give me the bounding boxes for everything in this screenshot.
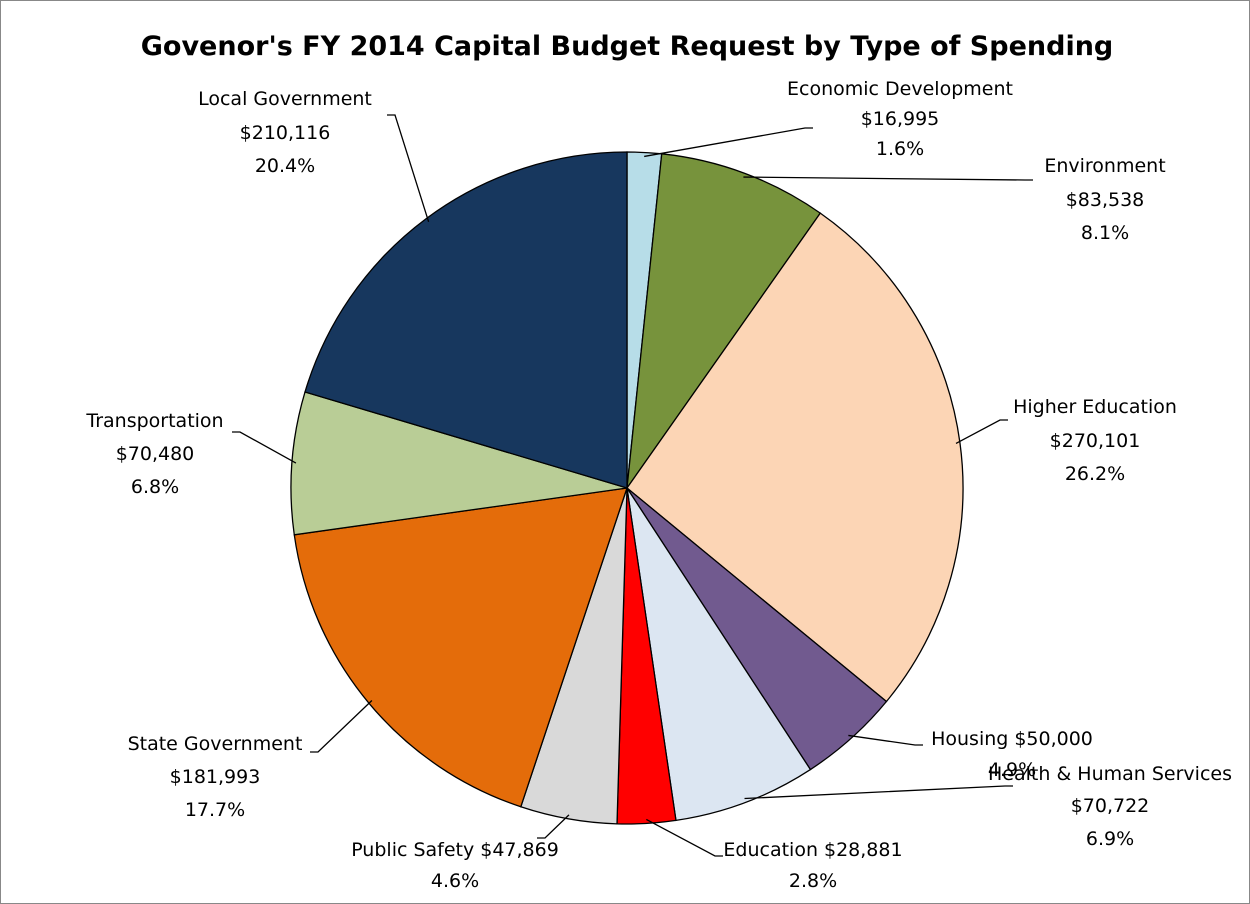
percent-label: 2.8% [789,870,837,892]
data-label: Transportation $70,480 6.8% [85,410,223,498]
category-label: Environment [1044,155,1165,177]
value-label: $181,993 [170,766,261,788]
percent-label: 17.7% [185,799,245,821]
percent-label: 8.1% [1081,222,1129,244]
value-label: $28,881 [824,839,903,861]
pie-slice [626,487,812,822]
leader-line [310,699,373,753]
value-label: $47,869 [480,839,559,861]
percent-label: 26.2% [1065,463,1125,485]
category-label: Education [723,839,818,861]
value-label: $70,480 [116,443,195,465]
category-label: State Government [128,733,303,755]
value-label: $70,722 [1071,795,1150,817]
leader-line [644,127,813,158]
percent-label: 1.6% [876,138,924,160]
category-label: Housing [931,728,1008,750]
data-label: Health & Human Services $70,722 6.9% [988,763,1232,850]
category-label: Higher Education [1013,396,1177,418]
data-label: Higher Education $270,101 26.2% [1013,396,1177,485]
category-label: Economic Development [787,78,1013,100]
value-label: $210,116 [240,122,331,144]
data-label: Environment $83,538 8.1% [1044,155,1165,244]
leader-line [848,734,923,746]
chart-title: Govenor's FY 2014 Capital Budget Request… [141,31,1114,62]
category-label: Health & Human Services [988,763,1232,785]
leader-line [232,431,297,464]
percent-label: 20.4% [255,155,315,177]
data-label: Education $28,881 2.8% [723,839,902,892]
pie-slice [290,391,628,536]
leader-line [387,114,430,222]
category-label: Public Safety [351,839,474,861]
data-label: Housing $50,000 4.9% [931,728,1093,781]
percent-label: 6.9% [1086,828,1134,850]
value-label: $16,995 [861,108,940,130]
data-label: Local Government $210,116 20.4% [198,88,372,177]
percent-label: 6.8% [131,476,179,498]
pie-slice [626,153,822,491]
value-label: $270,101 [1050,430,1141,452]
category-label: Transportation [85,410,223,432]
data-label: Public Safety $47,869 4.6% [351,839,559,892]
value-label: $50,000 [1014,728,1093,750]
leader-line [646,818,723,857]
leader-line [955,419,1008,445]
data-label: Economic Development $16,995 1.6% [787,78,1013,160]
data-label: State Government $181,993 17.7% [128,733,303,821]
pie-slice [304,151,628,489]
percent-label: 4.6% [431,870,479,892]
pie-slice [626,212,964,703]
value-label: $83,538 [1066,189,1145,211]
category-label: Local Government [198,88,372,110]
leader-line [744,785,1013,800]
percent-label: 4.9% [988,759,1036,781]
leader-line [537,814,570,839]
leader-line [743,176,1033,181]
